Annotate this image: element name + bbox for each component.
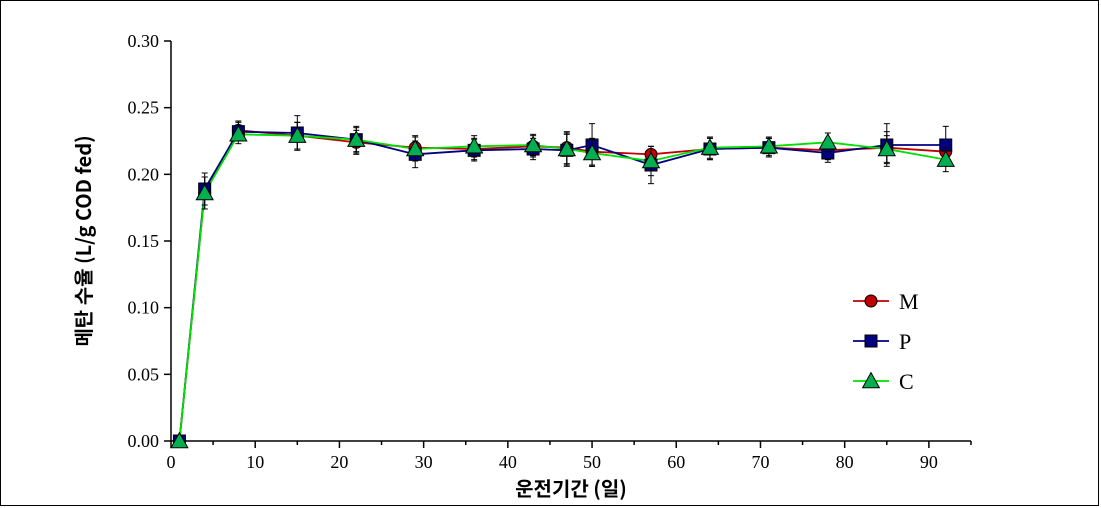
- svg-text:90: 90: [920, 452, 938, 472]
- svg-text:70: 70: [751, 452, 769, 472]
- svg-text:M: M: [899, 289, 919, 314]
- svg-text:40: 40: [499, 452, 517, 472]
- svg-text:60: 60: [667, 452, 685, 472]
- svg-text:30: 30: [415, 452, 433, 472]
- svg-text:0.00: 0.00: [128, 431, 160, 451]
- svg-text:10: 10: [246, 452, 264, 472]
- svg-text:0: 0: [167, 452, 176, 472]
- svg-text:0.30: 0.30: [128, 31, 160, 51]
- svg-text:운전기간 (일): 운전기간 (일): [515, 473, 627, 502]
- svg-text:0.25: 0.25: [128, 98, 160, 118]
- svg-text:0.05: 0.05: [128, 364, 160, 384]
- svg-text:0.15: 0.15: [128, 231, 160, 251]
- svg-text:50: 50: [583, 452, 601, 472]
- line-chart: 0 10 20 30 40 50 60 70 80 90 운전기간 (일) 0.00 0.05 0.10 0…: [1, 1, 1100, 507]
- svg-text:C: C: [899, 369, 914, 394]
- svg-text:0.10: 0.10: [128, 298, 160, 318]
- svg-text:80: 80: [836, 452, 854, 472]
- svg-text:P: P: [899, 329, 911, 354]
- svg-text:0.20: 0.20: [128, 164, 160, 184]
- svg-text:20: 20: [330, 452, 348, 472]
- svg-text:메탄 수율 (L/g COD fed): 메탄 수율 (L/g COD fed): [68, 135, 97, 346]
- chart-container: 0 10 20 30 40 50 60 70 80 90 운전기간 (일) 0.00 0.05 0.10 0…: [0, 0, 1099, 506]
